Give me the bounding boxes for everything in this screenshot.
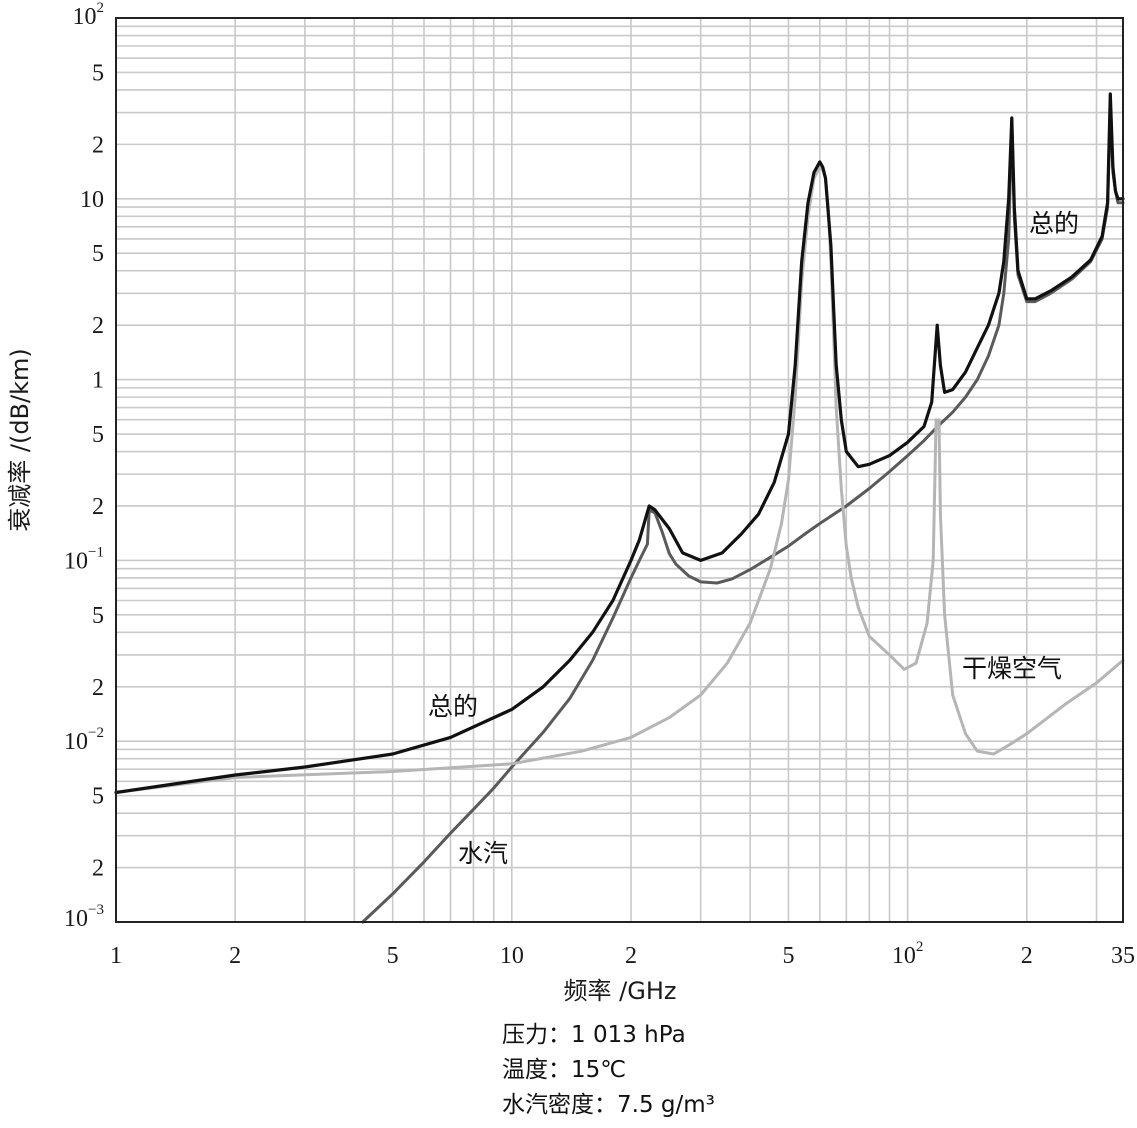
total-label-lower: 总的	[428, 692, 478, 721]
y-tick-label-6: 10−1	[64, 544, 104, 574]
grid	[116, 18, 1123, 922]
x-tick-label-0: 1	[110, 943, 122, 969]
x-tick-label-5: 5	[782, 943, 794, 969]
x-tick-label-8: 35	[1111, 943, 1135, 969]
y-tick-label-9: 1	[92, 368, 104, 394]
y-tick-label-1: 2	[92, 856, 104, 882]
total-label-upper: 总的	[1029, 209, 1079, 238]
series-group	[114, 92, 1125, 924]
temperature-condition: 温度：15℃	[502, 1057, 627, 1083]
x-tick-label-4: 2	[625, 943, 637, 969]
pressure-condition: 压力：1 013 hPa	[502, 1022, 686, 1048]
y-axis-title: 衰减率 /(dB/km)	[6, 348, 34, 532]
x-tick-label-3: 10	[500, 943, 524, 969]
x-tick-labels: 1 2 5 10 2 5 102 2 35	[110, 939, 1135, 969]
x-tick-label-2: 5	[387, 943, 399, 969]
series-line-0	[361, 98, 1125, 924]
x-tick-label-6: 102	[892, 939, 924, 969]
y-tick-label-8: 5	[92, 422, 104, 448]
y-tick-label-12: 10	[80, 187, 104, 213]
y-tick-label-3: 10−2	[64, 725, 104, 755]
y-tick-label-15: 102	[73, 0, 105, 30]
x-tick-label-1: 2	[229, 943, 241, 969]
series-line-1	[114, 165, 1125, 794]
y-tick-label-0: 10−3	[64, 902, 104, 932]
y-tick-label-11: 5	[92, 241, 104, 267]
y-tick-label-14: 5	[92, 60, 104, 86]
series-line-2	[114, 92, 1125, 795]
y-tick-label-4: 2	[92, 675, 104, 701]
dry-air-label: 干燥空气	[962, 654, 1062, 683]
y-tick-label-10: 2	[92, 313, 104, 339]
water-vapor-label: 水汽	[458, 839, 508, 868]
plot-frame	[115, 17, 1124, 923]
y-tick-label-13: 2	[92, 132, 104, 158]
y-tick-label-2: 5	[92, 784, 104, 810]
conditions-block: 压力：1 013 hPa 温度：15℃ 水汽密度：7.5 g/m³	[502, 1018, 715, 1123]
x-axis-title: 频率 /GHz	[564, 977, 677, 1005]
x-tick-label-7: 2	[1021, 943, 1033, 969]
y-tick-label-5: 5	[92, 603, 104, 629]
vapor-density-condition: 水汽密度：7.5 g/m³	[502, 1092, 715, 1118]
y-tick-label-7: 2	[92, 494, 104, 520]
